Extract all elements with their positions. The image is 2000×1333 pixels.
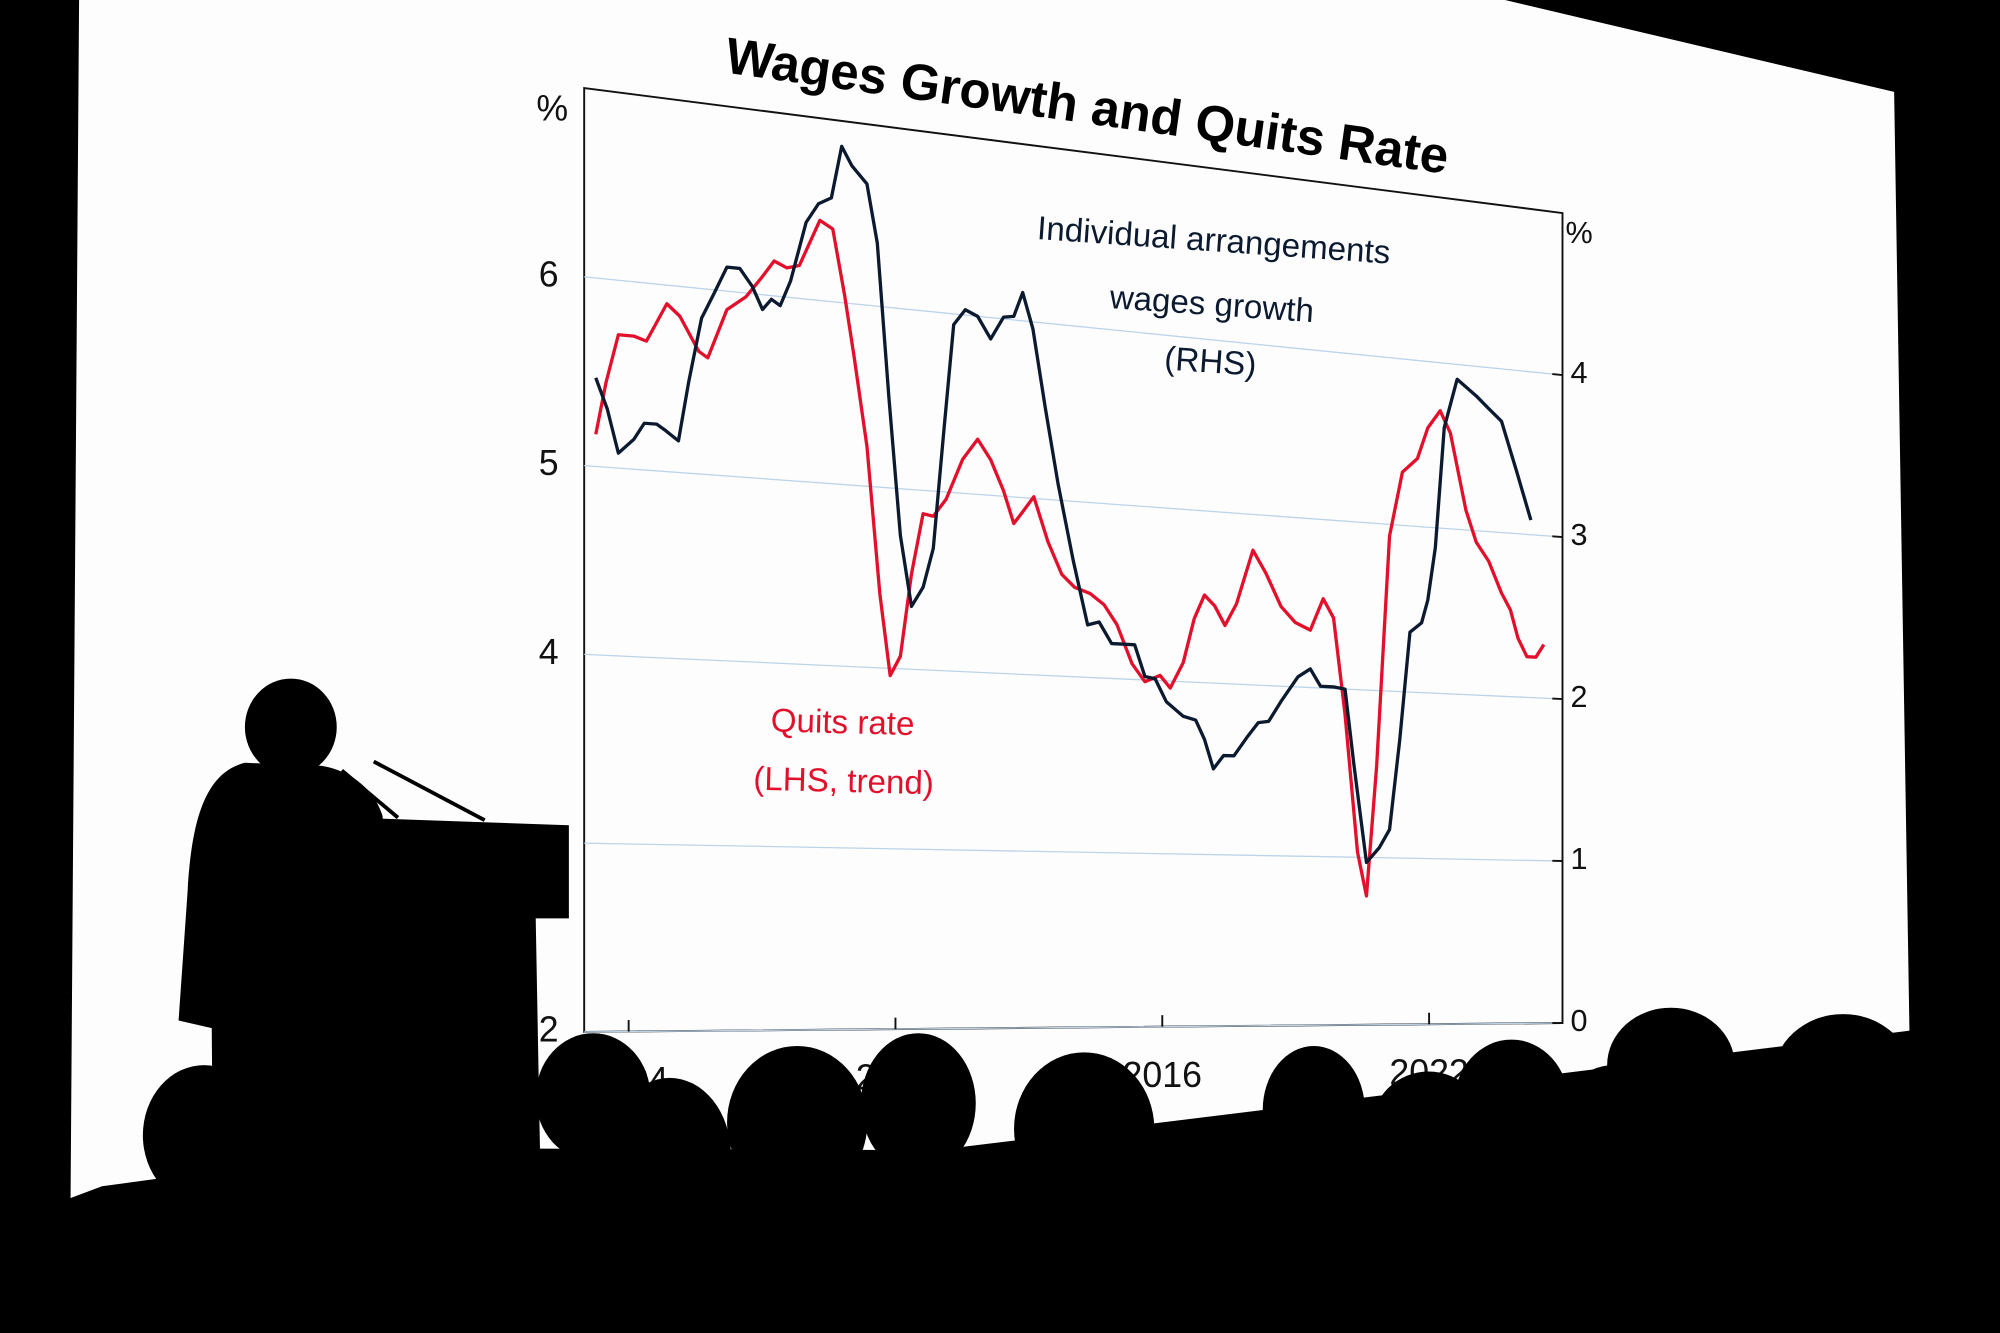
quits-annotation: Quits rate (LHS, trend)	[753, 702, 935, 803]
grid-line	[584, 842, 1563, 862]
head	[1454, 1039, 1569, 1168]
audience-silhouettes	[0, 678, 2000, 1333]
microphone	[372, 759, 486, 822]
y2-tick	[1552, 535, 1563, 538]
y2-unit: %	[1565, 216, 1592, 250]
head	[1262, 1045, 1365, 1174]
head	[1772, 1014, 1914, 1142]
microphone	[340, 768, 400, 820]
series-note: (RHS)	[1163, 340, 1257, 383]
head	[1607, 1007, 1735, 1123]
series-label: Quits rate	[770, 702, 915, 743]
grid-line	[584, 653, 1563, 700]
y2-tick-label: 0	[1571, 1004, 1588, 1038]
series-line	[594, 144, 1533, 865]
series-line	[594, 218, 1546, 898]
head	[1014, 1052, 1155, 1206]
head	[860, 1033, 976, 1174]
audience-base	[0, 1148, 2000, 1333]
head	[608, 1077, 731, 1231]
y2-tick-label: 1	[1571, 842, 1588, 876]
y2-tick-label: 3	[1571, 518, 1588, 552]
grid-line	[584, 1022, 1563, 1033]
speaker-head	[244, 678, 337, 776]
y2-tick-label: 4	[1571, 356, 1588, 390]
y2-tick	[1552, 373, 1563, 376]
y-tick-label: 4	[539, 632, 559, 672]
head	[142, 1065, 266, 1206]
y-unit: %	[536, 88, 568, 128]
y-tick-label: 5	[539, 443, 559, 483]
grid-line	[584, 464, 1563, 538]
y-tick-label: 6	[539, 254, 559, 294]
y2-tick-label: 2	[1571, 680, 1588, 714]
series-note: (LHS, trend)	[753, 761, 935, 803]
head	[727, 1045, 868, 1200]
y-tick-label: 2	[539, 1009, 559, 1049]
